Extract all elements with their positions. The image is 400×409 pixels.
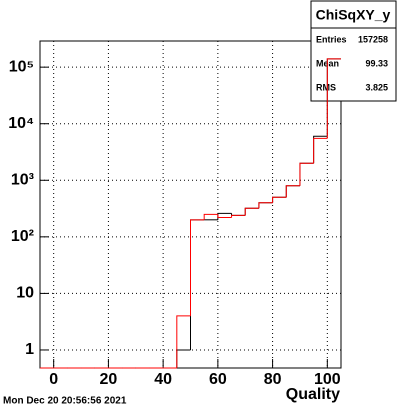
y-tick-label: 10⁵: [9, 58, 34, 75]
x-tick-label: 40: [154, 371, 172, 388]
date-stamp: Mon Dec 20 20:56:56 2021: [3, 396, 127, 407]
histogram-bin: [299, 162, 314, 186]
y-tick-label: 10³: [11, 171, 34, 188]
histogram-bin: [203, 213, 218, 220]
x-tick-label: 0: [49, 371, 58, 388]
histogram-bin: [285, 185, 300, 198]
histogram-bin: [326, 58, 341, 139]
stats-frame: [310, 0, 397, 102]
stats-value: 99.33: [365, 58, 388, 68]
stats-value: 157258: [358, 34, 388, 44]
histogram-bin: [258, 202, 273, 209]
stats-label: Entries: [316, 34, 347, 44]
stats-value: 3.825: [365, 82, 388, 92]
histogram-bin: [217, 214, 232, 218]
x-tick-label: 80: [264, 371, 282, 388]
y-tick-label: 10: [16, 285, 34, 302]
histogram-bin: [190, 219, 205, 316]
y-tick-label: 10²: [11, 228, 34, 245]
stats-label: RMS: [316, 82, 336, 92]
x-tick-label: 60: [209, 371, 227, 388]
y-tick-label: 10⁴: [8, 115, 34, 132]
stats-title: ChiSqXY_y: [316, 7, 391, 23]
x-axis-label: Quality: [286, 386, 340, 403]
x-tick-label: 20: [100, 371, 118, 388]
x-tick-label: 100: [314, 371, 341, 388]
histogram-bin: [244, 207, 259, 216]
histogram-bin: [313, 137, 328, 164]
histogram-bin: [176, 315, 191, 368]
histogram-bin: [231, 214, 246, 218]
histogram-bin: [272, 196, 287, 203]
y-tick-label: 1: [25, 341, 34, 358]
